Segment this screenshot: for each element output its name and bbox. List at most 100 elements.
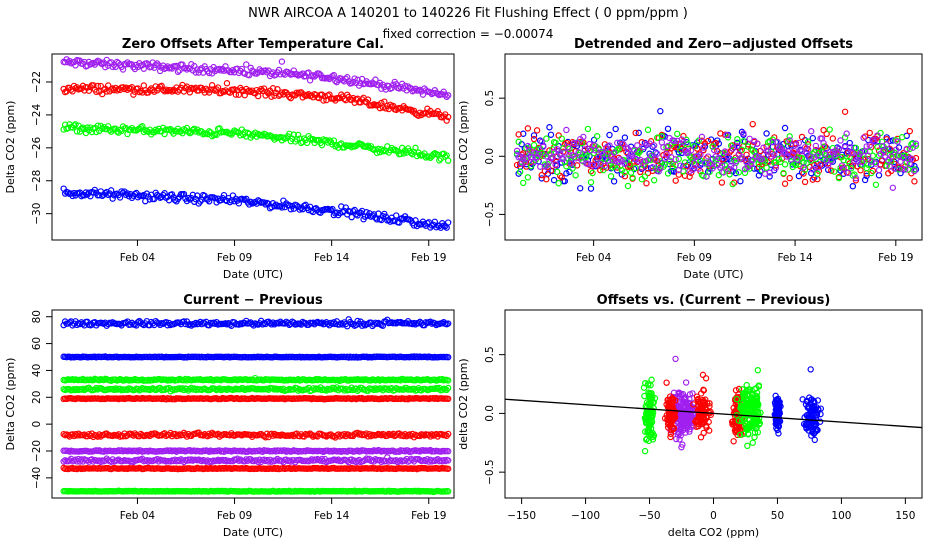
data-point	[597, 166, 604, 174]
data-point	[308, 456, 315, 463]
data-point	[615, 159, 622, 166]
data-point	[223, 386, 231, 394]
data-point	[93, 59, 100, 66]
data-point	[143, 317, 150, 325]
data-point	[650, 142, 658, 149]
data-point	[809, 134, 816, 142]
data-point	[800, 164, 807, 171]
data-point	[214, 456, 222, 464]
series-purple	[513, 126, 920, 191]
data-point	[521, 159, 528, 166]
data-point	[416, 432, 424, 440]
data-point	[700, 146, 707, 154]
data-point	[300, 91, 308, 98]
data-point	[444, 395, 452, 403]
x-tick-label: Feb 14	[314, 252, 350, 264]
data-point	[444, 353, 452, 361]
data-point	[863, 164, 870, 172]
data-point	[220, 448, 228, 455]
data-point	[387, 101, 394, 108]
data-point	[558, 135, 565, 142]
data-point	[272, 457, 280, 464]
data-point	[820, 126, 827, 134]
data-point	[801, 178, 809, 186]
data-point	[891, 165, 898, 172]
data-point	[320, 136, 327, 143]
data-point	[207, 375, 214, 383]
data-point	[689, 158, 696, 166]
data-point	[629, 174, 636, 181]
data-point	[610, 149, 618, 156]
data-point	[634, 142, 641, 149]
data-point	[851, 171, 858, 178]
data-point	[643, 180, 650, 187]
data-point	[444, 465, 452, 472]
data-point	[546, 124, 553, 131]
data-point	[644, 156, 652, 164]
data-point	[645, 409, 653, 417]
y-tick-label: 0.5	[484, 90, 496, 107]
data-point	[295, 131, 302, 139]
data-point	[370, 211, 378, 218]
data-point	[235, 200, 243, 207]
data-point	[330, 95, 338, 102]
data-point	[544, 164, 552, 172]
data-point	[400, 216, 407, 223]
data-point	[663, 150, 670, 158]
y-axis-label: Delta CO2 (ppm)	[4, 358, 17, 451]
data-point	[335, 144, 342, 151]
data-point	[561, 149, 569, 156]
data-point	[672, 355, 679, 363]
data-point	[444, 448, 452, 455]
data-point	[840, 165, 847, 172]
data-point	[781, 149, 789, 156]
data-point	[259, 132, 266, 139]
data-point	[516, 153, 524, 160]
plot-frame	[51, 53, 455, 241]
data-point	[311, 386, 318, 393]
data-point	[127, 126, 134, 133]
data-point	[784, 138, 792, 145]
data-point	[583, 153, 590, 160]
data-point	[560, 155, 567, 163]
data-point	[883, 162, 890, 169]
data-point	[812, 142, 820, 150]
data-point	[803, 160, 810, 167]
series-red	[60, 80, 452, 124]
plot-frame	[504, 53, 923, 241]
data-point	[563, 163, 570, 170]
data-point	[838, 162, 846, 169]
data-point	[858, 161, 866, 168]
data-point	[587, 179, 595, 186]
data-point	[903, 145, 910, 153]
data-point	[563, 170, 570, 177]
y-tick-label: 0.0	[484, 148, 496, 165]
data-point	[342, 376, 349, 383]
data-point	[678, 444, 685, 451]
data-point	[808, 128, 815, 135]
x-tick-label: Feb 19	[411, 252, 446, 264]
data-point	[601, 162, 609, 170]
data-point	[606, 131, 613, 139]
series-blue	[60, 316, 452, 330]
data-point	[192, 69, 199, 76]
data-point	[515, 131, 522, 138]
data-point	[309, 385, 317, 392]
data-point	[162, 396, 170, 403]
data-point	[191, 321, 198, 328]
data-point	[846, 139, 853, 147]
data-point	[538, 171, 545, 179]
data-point	[681, 159, 689, 166]
data-point	[789, 151, 796, 158]
data-point	[388, 84, 395, 92]
data-point	[630, 146, 638, 153]
data-point	[64, 189, 72, 196]
data-point	[610, 178, 618, 185]
data-point	[364, 96, 372, 103]
data-point	[352, 321, 360, 329]
data-point	[644, 126, 652, 134]
x-tick-label: 100	[831, 510, 851, 522]
data-point	[425, 111, 433, 118]
data-point	[868, 169, 875, 177]
data-point	[205, 198, 213, 205]
